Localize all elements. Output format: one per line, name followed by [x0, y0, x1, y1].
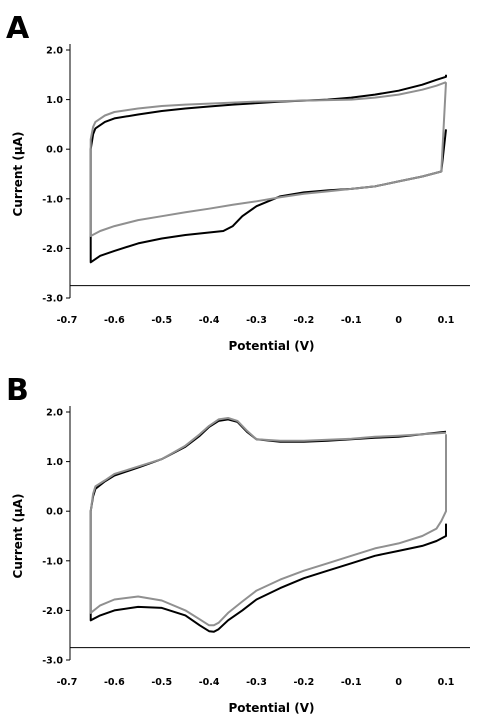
series-line-1 — [89, 418, 447, 633]
y-tick-label: -2.0 — [42, 606, 63, 617]
y-tick-label: -3.0 — [42, 656, 63, 667]
panel-label: A — [6, 11, 30, 46]
x-tick-label: -0.5 — [151, 315, 172, 326]
x-tick-label: -0.1 — [341, 677, 362, 688]
x-tick-label: -0.4 — [199, 315, 220, 326]
y-tick-label: 1.0 — [46, 457, 63, 468]
y-tick-label: 1.0 — [46, 95, 63, 106]
x-tick-label: -0.7 — [57, 677, 78, 688]
x-tick-label: 0.1 — [438, 315, 455, 326]
x-tick-label: -0.3 — [246, 677, 267, 688]
x-tick-label: -0.2 — [293, 677, 314, 688]
x-tick-label: -0.4 — [199, 677, 220, 688]
x-tick-label: -0.3 — [246, 315, 267, 326]
y-tick-label: 0.0 — [46, 507, 63, 518]
y-tick-label: -2.0 — [42, 244, 63, 255]
x-tick-label: -0.6 — [104, 677, 125, 688]
y-tick-label: 2.0 — [46, 46, 63, 57]
y-tick-label: -1.0 — [42, 556, 63, 567]
series-line-2 — [89, 81, 447, 237]
chart-panel-a: A 2.0 1.0 0.0 -1.0 -2.0 -3.0 -0.7 -0.6 -0.5 -0.4 -0… — [6, 11, 470, 353]
x-tick-label: 0 — [395, 677, 402, 688]
series-line-2 — [89, 417, 447, 627]
x-tick-label: -0.1 — [341, 315, 362, 326]
x-tick-label: -0.7 — [57, 315, 78, 326]
y-tick-label: 0.0 — [46, 145, 63, 156]
x-axis-title: Potential (V) — [229, 339, 315, 353]
x-tick-label: -0.2 — [293, 315, 314, 326]
x-tick-label: 0.1 — [438, 677, 455, 688]
y-tick-label: -1.0 — [42, 194, 63, 205]
x-axis-title: Potential (V) — [229, 701, 315, 715]
x-tick-label: -0.5 — [151, 677, 172, 688]
y-axis-title: Current (μA) — [11, 494, 25, 579]
x-tick-label: 0 — [395, 315, 402, 326]
x-tick-label: -0.6 — [104, 315, 125, 326]
panel-label: B — [6, 373, 29, 408]
series-line-1 — [89, 74, 447, 264]
y-axis-title: Current (μA) — [11, 132, 25, 217]
y-tick-label: 2.0 — [46, 408, 63, 419]
y-tick-label: -3.0 — [42, 294, 63, 305]
chart-panel-b: B 2.0 1.0 0.0 -1.0 -2.0 -3.0 -0.7 -0.6 -0.5 -0.4 -0… — [6, 373, 470, 715]
